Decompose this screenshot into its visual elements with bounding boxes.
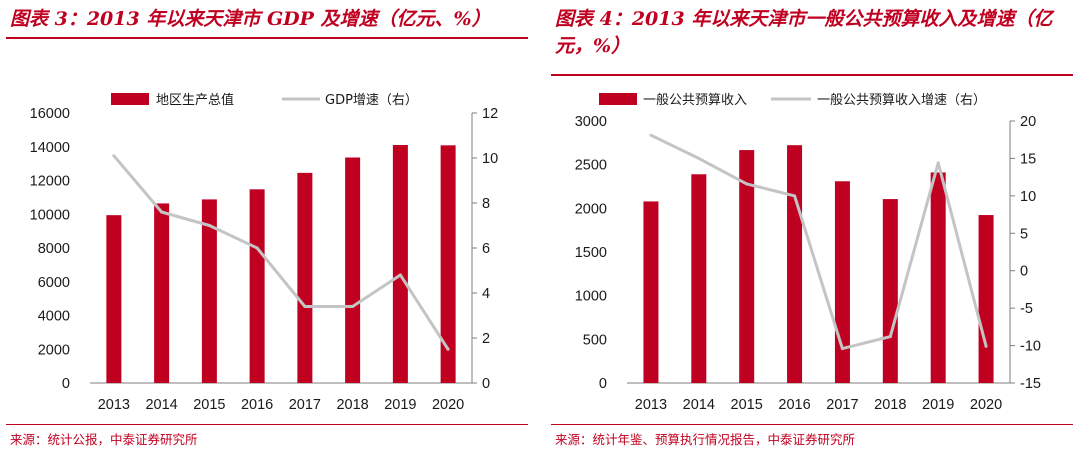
- growth-point-2017: [303, 305, 307, 308]
- x-tick-label: 2017: [826, 397, 858, 413]
- x-tick-label: 2019: [384, 397, 416, 413]
- growth-point-2013: [112, 154, 116, 158]
- x-tick-label: 2014: [683, 397, 715, 413]
- right-y-tick-label: 20: [1020, 114, 1036, 130]
- figure-3-title-rule: [6, 37, 528, 39]
- growth-point-2014: [160, 210, 164, 214]
- growth-rate-line: [112, 154, 450, 351]
- figure-4-panel: 图表 4：2013 年以来天津市一般公共预算收入及增速（亿元，%） 0 500 10…: [545, 0, 1080, 455]
- left-y-tick-label: 500: [583, 332, 607, 348]
- right-y-tick-label: 2: [482, 331, 490, 347]
- left-y-tick-label: 2000: [575, 201, 607, 217]
- x-tick-label: 2014: [145, 397, 177, 413]
- x-tick-label: 2016: [241, 397, 273, 413]
- left-y-tick-label: 6000: [38, 275, 70, 291]
- left-y-tick-label: 2500: [575, 158, 607, 174]
- growth-point-2020: [984, 344, 988, 348]
- x-tick-label: 2015: [731, 397, 763, 413]
- legend-bar-label: 一般公共预算收入: [643, 92, 747, 108]
- bar-2015: [201, 199, 217, 383]
- left-y-tick-label: 1500: [575, 245, 607, 261]
- legend-line-label: GDP增速（右）: [325, 93, 418, 108]
- figure-4-footer-rule: [551, 424, 1073, 425]
- left-y-tick-label: 0: [62, 376, 70, 392]
- right-y-tick-label: 12: [482, 106, 498, 122]
- bar-2018: [882, 199, 898, 383]
- bar-2017: [297, 172, 313, 383]
- left-y-tick-label: 10000: [30, 207, 70, 223]
- right-y-tick-label: 15: [1020, 151, 1036, 167]
- figure-3-panel: 图表 3：2013 年以来天津市 GDP 及增速（亿元、%） 0 2000 4000…: [6, 8, 528, 447]
- growth-point-2019: [936, 161, 940, 165]
- x-tick-label: 2016: [778, 397, 810, 413]
- right-y-tick-label: -10: [1020, 339, 1041, 355]
- legend-line-label: 一般公共预算收入增速（右）: [817, 92, 986, 108]
- right-y-tick-label: 10: [1020, 189, 1036, 205]
- growth-point-2014: [697, 156, 701, 160]
- bar-2018: [345, 157, 361, 383]
- right-y-tick-label: 5: [1020, 226, 1028, 242]
- figure-4-chart: 0 500 1000 1500 2000 2500 3000 -15 -10 -5 0 5 10 15 20…: [575, 92, 1041, 413]
- legend-bar-swatch: [111, 93, 149, 105]
- growth-point-2018: [351, 305, 355, 308]
- left-y-tick-label: 16000: [30, 106, 70, 122]
- x-tick-label: 2020: [432, 397, 464, 413]
- figure-3-title: 图表 3：2013 年以来天津市 GDP 及增速（亿元、%）: [10, 8, 491, 30]
- bar-2019: [930, 172, 946, 383]
- bar-2014: [691, 174, 707, 383]
- left-y-tick-label: 8000: [38, 241, 70, 257]
- growth-rate-line: [650, 133, 988, 351]
- x-tick-label: 2015: [193, 397, 225, 413]
- growth-point-2020: [446, 347, 450, 351]
- x-tick-label: 2020: [970, 397, 1002, 413]
- left-y-tick-label: 2000: [38, 342, 70, 358]
- bar-2013: [106, 215, 122, 383]
- right-y-tick-label: -15: [1020, 376, 1041, 392]
- growth-point-2018: [888, 335, 892, 339]
- growth-point-2016: [793, 194, 797, 198]
- bar-2016: [787, 145, 803, 383]
- bar-2019: [392, 144, 408, 383]
- x-tick-label: 2013: [98, 397, 130, 413]
- figure-3-footer-rule: [6, 424, 528, 425]
- growth-point-2013: [649, 133, 653, 137]
- left-y-tick-label: 14000: [30, 140, 70, 156]
- bar-2016: [249, 189, 265, 383]
- growth-point-2017: [840, 347, 844, 351]
- left-y-tick-label: 0: [599, 376, 607, 392]
- x-tick-label: 2018: [874, 397, 906, 413]
- legend-bar-label: 地区生产总值: [156, 92, 234, 108]
- left-y-tick-label: 1000: [575, 289, 607, 305]
- x-tick-label: 2018: [336, 397, 368, 413]
- figure-4-title-rule: [551, 74, 1073, 76]
- x-tick-label: 2019: [922, 397, 954, 413]
- bar-2020: [978, 215, 994, 383]
- right-y-tick-label: 10: [482, 151, 498, 167]
- right-y-tick-label: 4: [482, 286, 490, 302]
- x-tick-label: 2013: [635, 397, 667, 413]
- bar-2015: [739, 150, 755, 383]
- growth-point-2015: [745, 182, 749, 186]
- right-y-tick-label: 0: [1020, 264, 1028, 280]
- x-tick-label: 2017: [289, 397, 321, 413]
- legend-bar-swatch: [599, 93, 637, 105]
- right-y-tick-label: -5: [1020, 301, 1033, 317]
- growth-point-2016: [255, 246, 259, 250]
- bar-2014: [154, 203, 170, 383]
- figure-4-source: 来源：统计年鉴、预算执行情况报告，中泰证券研究所: [555, 432, 856, 447]
- right-y-tick-label: 6: [482, 241, 490, 257]
- bar-2020: [440, 145, 456, 383]
- right-y-tick-label: 0: [482, 376, 490, 392]
- figure-3-source: 来源：统计公报，中泰证券研究所: [10, 432, 198, 447]
- figure-3-chart: 0 2000 4000 6000 8000 10000 12000 14000 16000 0 2 4…: [30, 92, 498, 413]
- left-y-tick-label: 3000: [575, 114, 607, 130]
- left-y-tick-label: 4000: [38, 309, 70, 325]
- growth-point-2015: [207, 224, 211, 227]
- figure-4-title: 图表 4：2013 年以来天津市一般公共预算收入及增速（亿元，%）: [555, 8, 1053, 57]
- bar-2013: [643, 201, 659, 383]
- right-y-tick-label: 8: [482, 196, 490, 212]
- bar-2017: [834, 181, 850, 383]
- growth-point-2019: [398, 273, 402, 277]
- left-y-tick-label: 12000: [30, 174, 70, 190]
